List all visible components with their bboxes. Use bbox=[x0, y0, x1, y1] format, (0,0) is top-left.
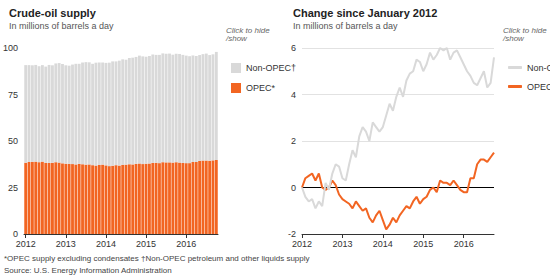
svg-text:-2: -2 bbox=[288, 229, 296, 239]
svg-text:In millions of barrels a day: In millions of barrels a day bbox=[293, 21, 398, 31]
svg-text:In millions of barrels a day: In millions of barrels a day bbox=[9, 21, 114, 31]
svg-text:Click to hide: Click to hide bbox=[503, 25, 547, 35]
svg-text:2: 2 bbox=[291, 136, 296, 146]
svg-text:6: 6 bbox=[291, 43, 296, 53]
svg-text:75: 75 bbox=[8, 90, 18, 100]
svg-text:Change since January 2012: Change since January 2012 bbox=[293, 7, 437, 19]
svg-text:2015: 2015 bbox=[136, 239, 156, 249]
svg-text:50: 50 bbox=[8, 136, 18, 146]
svg-text:Click to hide: Click to hide bbox=[226, 25, 270, 35]
svg-text:Non-OPEC†: Non-OPEC† bbox=[246, 63, 296, 73]
svg-text:Source: U.S. Energy Informatio: Source: U.S. Energy Information Administ… bbox=[4, 266, 172, 275]
svg-text:2014: 2014 bbox=[96, 239, 116, 249]
svg-text:2013: 2013 bbox=[56, 239, 76, 249]
svg-text:25: 25 bbox=[8, 183, 18, 193]
svg-text:OPEC*: OPEC* bbox=[527, 82, 550, 92]
svg-text:4: 4 bbox=[291, 90, 296, 100]
svg-text:OPEC*: OPEC* bbox=[246, 83, 276, 93]
svg-text:100: 100 bbox=[3, 43, 18, 53]
svg-text:2014: 2014 bbox=[373, 239, 393, 249]
svg-text:0: 0 bbox=[291, 183, 296, 193]
svg-text:2016: 2016 bbox=[454, 239, 474, 249]
svg-text:2013: 2013 bbox=[332, 239, 352, 249]
svg-text:*OPEC supply excluding condens: *OPEC supply excluding condensates †Non-… bbox=[4, 254, 310, 263]
svg-text:/show: /show bbox=[502, 34, 525, 43]
svg-text:Crude-oil supply: Crude-oil supply bbox=[9, 7, 97, 19]
svg-text:2012: 2012 bbox=[292, 239, 312, 249]
svg-text:2012: 2012 bbox=[16, 239, 36, 249]
svg-text:Non-OPEC†: Non-OPEC† bbox=[527, 63, 550, 73]
svg-text:/show: /show bbox=[225, 34, 248, 43]
svg-text:2016: 2016 bbox=[176, 239, 196, 249]
svg-text:0: 0 bbox=[13, 229, 18, 239]
svg-text:2015: 2015 bbox=[413, 239, 433, 249]
